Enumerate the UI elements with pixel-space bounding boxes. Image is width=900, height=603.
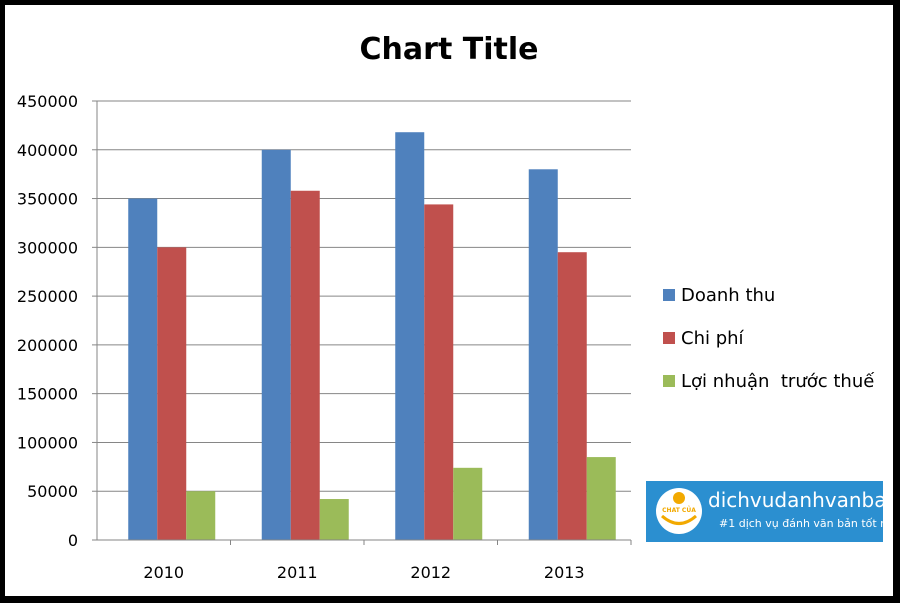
bar-1-2013: [528, 169, 558, 541]
bar-3-2012: [453, 467, 483, 540]
y-tick-label: 300000: [17, 238, 78, 257]
y-tick-label: 450000: [17, 92, 78, 111]
y-tick-label: 350000: [17, 190, 78, 209]
watermark-logo-text: CHAT CỦA: [662, 506, 696, 514]
watermark-tagline: #1 dịch vụ đánh văn bản tốt nhất: [719, 517, 893, 530]
legend: Doanh thu Chi phí Lợi nhuận trước thuế: [663, 285, 875, 392]
bar-1-2011: [261, 149, 291, 540]
watermark-logo-icon: [656, 488, 702, 534]
x-tick-label: 2010: [143, 563, 184, 582]
y-tick-label: 150000: [17, 385, 78, 404]
legend-label: Lợi nhuận trước thuế: [681, 371, 875, 392]
legend-swatch: [663, 332, 675, 344]
bar-3-2010: [186, 491, 216, 540]
logo-dot-icon: [673, 492, 685, 504]
watermark: CHAT CỦA dichvudanhvanban.vn #1 dịch vụ …: [646, 481, 893, 542]
y-tick-label: 250000: [17, 287, 78, 306]
bar-2-2011: [290, 190, 320, 541]
bar-2-2013: [557, 252, 587, 540]
y-axis-ticks: 0 50000 100000 150000 200000 250000 300000 3500…: [17, 92, 97, 550]
bar-1-2012: [395, 132, 425, 540]
x-tick-label: 2012: [410, 563, 451, 582]
legend-swatch: [663, 375, 675, 387]
legend-swatch: [663, 289, 675, 301]
logo-smile-icon: [661, 514, 697, 525]
x-tick-label: 2013: [544, 563, 585, 582]
chart-title: Chart Title: [360, 32, 539, 67]
y-tick-label: 400000: [17, 141, 78, 160]
bar-2-2012: [424, 204, 454, 541]
chart-frame: 0 50000 100000 150000 200000 250000 300000 3500…: [5, 5, 893, 596]
x-tick-label: 2011: [277, 563, 318, 582]
x-axis-ticks: 2010 2011 2012 2013: [143, 540, 632, 582]
watermark-site: dichvudanhvanban.vn: [708, 488, 893, 512]
bar-3-2013: [586, 457, 616, 540]
bar-1-2010: [128, 198, 158, 541]
y-tick-label: 200000: [17, 336, 78, 355]
bar-3-2011: [319, 499, 349, 540]
bar-2-2010: [157, 247, 187, 541]
y-tick-label: 0: [68, 531, 78, 550]
y-tick-label: 100000: [17, 433, 78, 452]
legend-label: Chi phí: [681, 328, 745, 349]
bars: [128, 132, 616, 541]
legend-label: Doanh thu: [681, 285, 775, 306]
bar-chart: 0 50000 100000 150000 200000 250000 300000 3500…: [17, 32, 893, 582]
y-tick-label: 50000: [27, 482, 78, 501]
